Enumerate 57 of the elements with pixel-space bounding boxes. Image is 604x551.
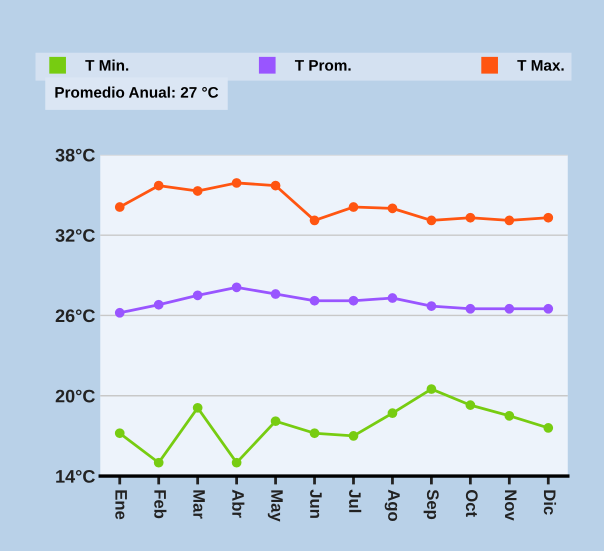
x-tick-label: Sep	[424, 490, 439, 520]
point	[388, 408, 398, 418]
point	[192, 290, 203, 300]
x-tick-label: Mar	[193, 490, 205, 519]
point	[270, 416, 280, 426]
point	[504, 410, 514, 421]
point	[154, 458, 164, 468]
point	[310, 216, 320, 226]
point	[466, 304, 476, 314]
y-tick-label: 32°C	[55, 229, 95, 242]
x-tick-label: Ene	[115, 490, 127, 520]
point	[543, 423, 554, 433]
x-tick-label: May	[268, 490, 283, 522]
point	[310, 296, 320, 306]
x-tick-label: Dic	[544, 490, 556, 515]
point	[388, 204, 398, 214]
point	[388, 293, 398, 303]
x-tick-label: Ago	[384, 490, 400, 522]
point	[348, 431, 358, 441]
point	[114, 202, 125, 212]
point	[348, 296, 358, 306]
point	[426, 216, 436, 226]
x-tick-label: Jul	[349, 490, 362, 512]
point	[466, 400, 476, 410]
x-tick-label: Jun	[310, 490, 322, 518]
y-tick-label: 38°C	[55, 148, 95, 162]
point	[114, 428, 125, 438]
point	[270, 289, 280, 299]
text: Promedio Anual: 27 °C	[55, 86, 218, 98]
point	[504, 216, 514, 226]
point	[543, 304, 554, 314]
point	[154, 300, 164, 310]
legend-label: T Max.	[517, 60, 564, 71]
point	[310, 428, 320, 438]
point	[114, 308, 125, 318]
point	[426, 301, 436, 311]
legend-label: T Prom.	[294, 60, 351, 71]
point	[232, 178, 242, 188]
y-tick-label: 14°C	[56, 470, 95, 483]
point	[348, 202, 358, 212]
point	[232, 282, 242, 292]
point	[543, 212, 554, 223]
point	[192, 402, 203, 413]
point	[154, 180, 164, 190]
legend-label: T Min.	[85, 60, 128, 71]
x-tick-label: Oct	[466, 490, 478, 517]
x-tick-label: Nov	[504, 490, 516, 521]
point	[426, 384, 436, 394]
point	[466, 212, 476, 223]
x-tick-label: Abr	[232, 490, 244, 518]
point	[192, 186, 203, 196]
y-tick-label: 20°C	[56, 390, 95, 402]
x-tick-label: Feb	[154, 490, 166, 518]
y-tick-label: 26°C	[56, 309, 95, 322]
point	[504, 304, 514, 314]
point	[270, 180, 280, 190]
point	[232, 458, 242, 468]
